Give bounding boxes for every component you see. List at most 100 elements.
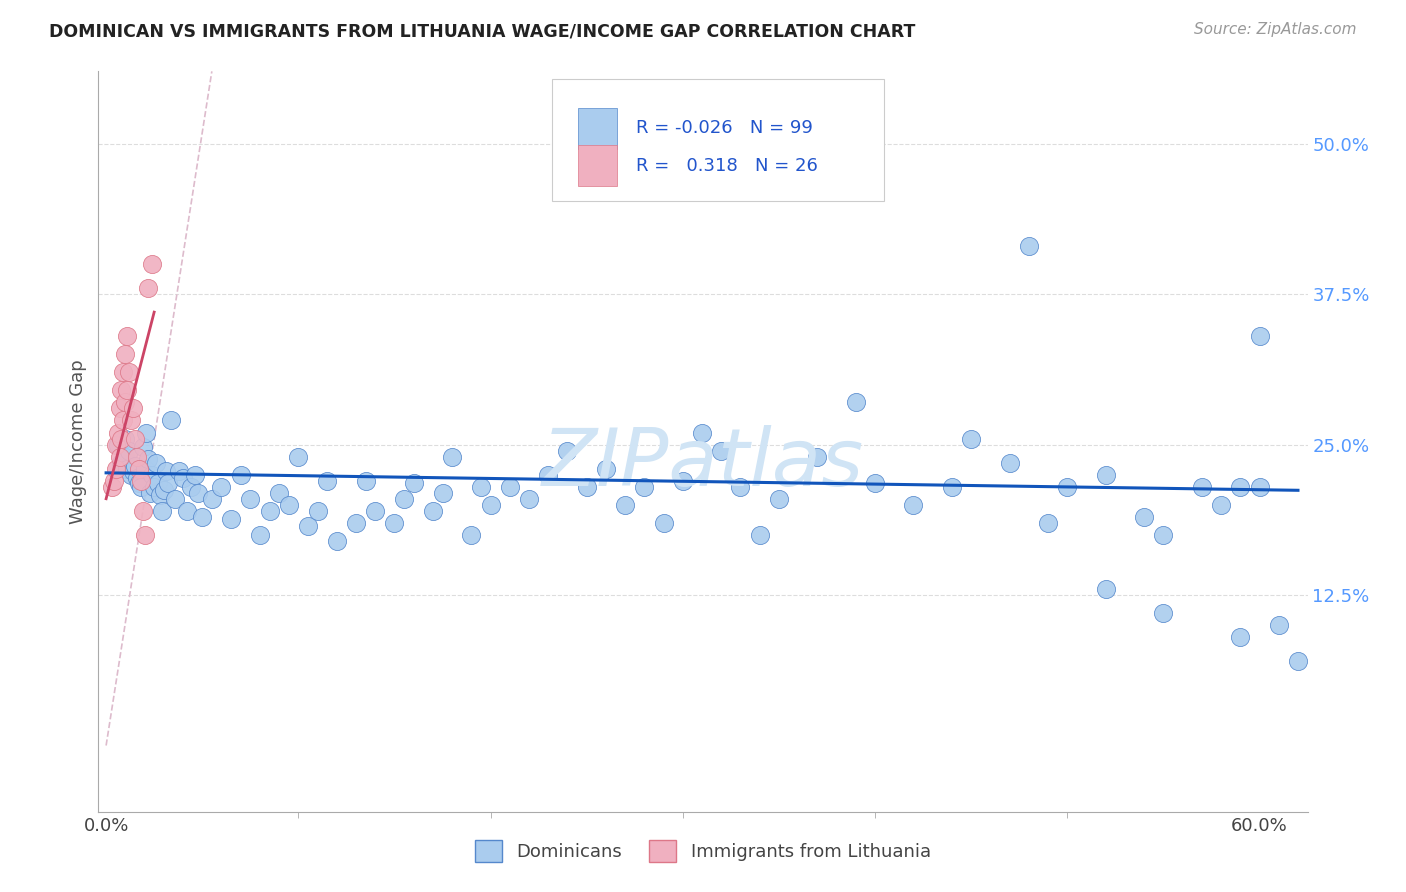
Text: ZIPatlas: ZIPatlas bbox=[541, 425, 865, 503]
Point bbox=[146, 476, 169, 491]
Point bbox=[998, 456, 1021, 470]
Point bbox=[806, 450, 828, 464]
Text: R =   0.318   N = 26: R = 0.318 N = 26 bbox=[637, 157, 818, 175]
Point bbox=[1286, 654, 1309, 668]
Point bbox=[104, 437, 127, 451]
Point bbox=[122, 464, 145, 478]
Point bbox=[903, 498, 925, 512]
Point bbox=[470, 480, 492, 494]
Point bbox=[730, 480, 752, 494]
Point bbox=[277, 498, 299, 512]
Point bbox=[297, 519, 319, 533]
Point bbox=[941, 480, 963, 494]
Point bbox=[117, 329, 139, 343]
FancyBboxPatch shape bbox=[578, 145, 617, 186]
Point bbox=[114, 432, 136, 446]
Point bbox=[229, 467, 252, 482]
Y-axis label: Wage/Income Gap: Wage/Income Gap bbox=[69, 359, 87, 524]
Point bbox=[1191, 480, 1213, 494]
Point bbox=[392, 491, 415, 506]
Point bbox=[145, 456, 167, 470]
Point bbox=[150, 504, 173, 518]
Point bbox=[1249, 480, 1271, 494]
Point bbox=[364, 504, 387, 518]
Point bbox=[960, 432, 983, 446]
Point bbox=[1229, 630, 1251, 644]
Point bbox=[120, 413, 142, 427]
Point bbox=[172, 471, 194, 485]
Point bbox=[165, 491, 187, 506]
Point bbox=[249, 528, 271, 542]
Point bbox=[633, 480, 655, 494]
Point bbox=[143, 480, 166, 494]
Point bbox=[112, 365, 135, 379]
Point bbox=[384, 516, 406, 530]
Point bbox=[402, 476, 425, 491]
Point bbox=[269, 485, 291, 500]
Point bbox=[139, 485, 162, 500]
Point bbox=[517, 491, 540, 506]
Point bbox=[135, 425, 157, 440]
Point bbox=[112, 413, 135, 427]
Point bbox=[191, 509, 214, 524]
Point bbox=[114, 395, 136, 409]
Point bbox=[118, 443, 141, 458]
Point bbox=[120, 467, 142, 482]
Point bbox=[114, 347, 136, 361]
Point bbox=[441, 450, 464, 464]
Point bbox=[575, 480, 598, 494]
Point bbox=[108, 450, 131, 464]
Point bbox=[1056, 480, 1078, 494]
Point bbox=[183, 467, 205, 482]
Point bbox=[129, 474, 152, 488]
Point bbox=[652, 516, 675, 530]
Point bbox=[117, 384, 139, 398]
Point bbox=[201, 491, 224, 506]
Point bbox=[114, 450, 136, 464]
Point bbox=[180, 480, 202, 494]
Point bbox=[131, 440, 153, 454]
Point bbox=[845, 395, 868, 409]
Point bbox=[103, 474, 125, 488]
Point bbox=[748, 528, 770, 542]
Point bbox=[107, 437, 129, 451]
Point bbox=[499, 480, 522, 494]
Point bbox=[1133, 509, 1156, 524]
Point bbox=[176, 504, 198, 518]
Point bbox=[344, 516, 367, 530]
Text: DOMINICAN VS IMMIGRANTS FROM LITHUANIA WAGE/INCOME GAP CORRELATION CHART: DOMINICAN VS IMMIGRANTS FROM LITHUANIA W… bbox=[49, 22, 915, 40]
Point bbox=[460, 528, 482, 542]
Point bbox=[138, 281, 160, 295]
Point bbox=[1036, 516, 1059, 530]
Point bbox=[134, 461, 156, 475]
Point bbox=[316, 474, 339, 488]
Point bbox=[259, 504, 281, 518]
Point bbox=[128, 461, 150, 475]
Point bbox=[156, 476, 179, 491]
Point bbox=[1094, 467, 1116, 482]
Point bbox=[152, 483, 174, 498]
Point bbox=[1249, 329, 1271, 343]
Point bbox=[110, 432, 132, 446]
Point bbox=[422, 504, 444, 518]
Point bbox=[138, 452, 160, 467]
Point bbox=[187, 485, 209, 500]
Point bbox=[1229, 480, 1251, 494]
Point bbox=[125, 471, 148, 485]
FancyBboxPatch shape bbox=[551, 78, 884, 201]
Point bbox=[134, 528, 156, 542]
Point bbox=[167, 464, 190, 478]
Point bbox=[104, 461, 127, 475]
Point bbox=[122, 401, 145, 416]
Point bbox=[149, 488, 172, 502]
Point bbox=[124, 432, 146, 446]
Legend: Dominicans, Immigrants from Lithuania: Dominicans, Immigrants from Lithuania bbox=[468, 833, 938, 870]
Point bbox=[131, 504, 153, 518]
Point bbox=[107, 425, 129, 440]
Point bbox=[101, 480, 124, 494]
Point bbox=[672, 474, 695, 488]
Point bbox=[117, 461, 139, 475]
Point bbox=[690, 425, 713, 440]
Point bbox=[614, 498, 637, 512]
Point bbox=[1152, 528, 1174, 542]
